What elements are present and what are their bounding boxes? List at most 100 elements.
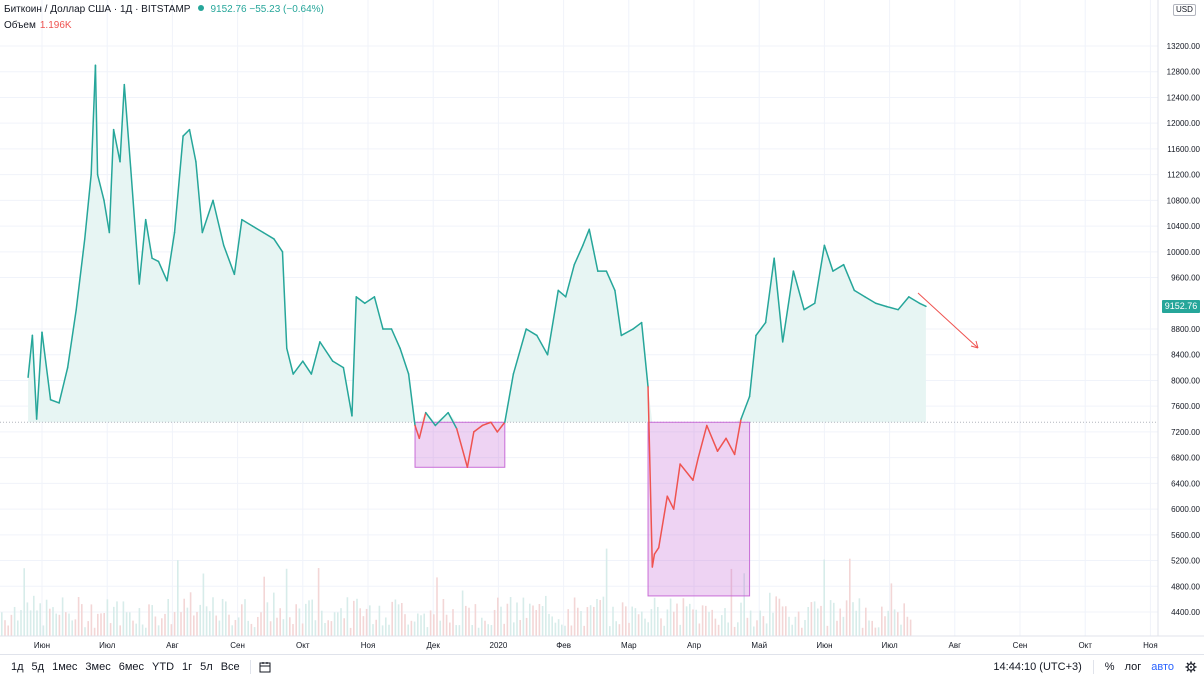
price-segment [842,263,856,292]
auto-toggle[interactable]: авто [1151,660,1174,673]
volume-bar [589,605,592,636]
volume-bar [791,624,793,636]
volume-bar [762,616,765,636]
volume-bar [621,602,624,636]
gear-icon[interactable] [1185,661,1197,673]
timeframe-1y[interactable]: 1г [182,660,193,673]
bottom-right-controls: 14:44:10 (UTC+3) % лог авто [988,655,1204,678]
price-segment [233,218,243,276]
volume-bar [449,622,451,636]
price-segment [908,296,921,305]
volume-bar [301,623,304,636]
clock[interactable]: 14:44:10 (UTC+3) [993,660,1082,673]
volume-bar [900,624,902,636]
price-segment [466,431,475,469]
volume-bar [429,610,432,636]
timeframe-1m[interactable]: 1мес [52,660,78,673]
volume-bar [13,606,16,636]
volume-bar [52,607,54,636]
volume-bar [346,597,349,636]
log-toggle[interactable]: лог [1124,660,1142,673]
price-segment [390,328,401,350]
volume-legend: Объем 1.196K [4,20,72,31]
volume-bar [881,606,883,636]
volume-bar [362,616,365,636]
volume-bar [493,609,496,636]
volume-bar [769,592,771,636]
volume-bar [599,600,601,636]
volume-bar [452,609,454,636]
percent-toggle[interactable]: % [1104,660,1115,673]
volume-bar [391,601,393,636]
volume-bar [705,605,707,636]
price-tick-label: 9600.00 [1171,274,1200,283]
volume-bar [855,610,857,636]
price-segment [473,424,484,433]
volume-bar [653,597,656,636]
date-range-icon[interactable] [259,661,271,673]
volume-bar [189,592,192,636]
timeframe-5d[interactable]: 5д [31,660,45,673]
time-tick-label: Ноя [361,641,376,650]
price-tick-label: 10800.00 [1167,196,1201,205]
volume-bar [26,602,29,636]
volume-bar [679,624,681,636]
volume-bar [129,612,131,636]
timeframe-6m[interactable]: 6мес [118,660,145,673]
volume-bar [513,622,515,636]
time-tick-label: Сен [1013,641,1028,650]
volume-bar [394,599,397,636]
price-segment [481,421,492,427]
time-tick-label: Фев [556,641,571,650]
volume-bar [685,606,688,636]
volume-bar [257,616,259,636]
price-segment [640,321,649,388]
price-segment [823,244,834,272]
timeframe-5y[interactable]: 5л [200,660,213,673]
volume-bar [209,611,211,636]
timeframe-ytd[interactable]: YTD [152,660,175,673]
volume-bar [308,600,310,636]
volume-bar [717,624,720,636]
price-segment [434,411,449,427]
price-segment [614,289,623,337]
volume-bar [865,607,867,636]
volume-bar [193,615,195,636]
timeframe-all[interactable]: Все [220,660,240,673]
volume-bar [333,612,336,636]
price-segment [897,296,910,311]
volume-bar [84,627,86,636]
volume-bar [618,624,621,636]
price-segment [764,257,775,324]
volume-bar [689,603,691,636]
volume-bar [340,608,342,636]
currency-label[interactable]: USD [1173,4,1196,16]
volume-bar [615,621,617,636]
price-chart[interactable]: 13200.00 12800.00 12400.00 12000.00 11600.00… [0,0,1204,654]
volume-bar [407,624,409,636]
time-tick-label: Ноя [1143,641,1158,650]
volume-bar [474,604,477,636]
timeframe-1d[interactable]: 1д [11,660,24,673]
price-segment [653,546,660,555]
price-segment [773,257,784,343]
price-segment [832,263,845,272]
symbol-title[interactable]: Биткоин / Доллар США · 1Д · BITSTAMP [4,4,191,15]
volume-bar [23,568,25,636]
price-segment [49,399,60,404]
volume-bar [410,620,413,636]
volume-bar [602,596,605,636]
volume-bar [871,620,873,636]
volume-bar [93,627,96,636]
volume-bar [868,620,870,636]
price-tick-label: 11200.00 [1167,171,1200,180]
timeframe-3m[interactable]: 3мес [85,660,111,673]
volume-bar [337,612,339,636]
volume-bar [893,609,896,636]
volume-bar [522,597,525,636]
price-segment [84,173,92,240]
volume-bar [695,609,697,636]
price-segment [27,334,34,378]
volume-bar [7,625,9,636]
price-tick-label: 6400.00 [1171,479,1200,488]
